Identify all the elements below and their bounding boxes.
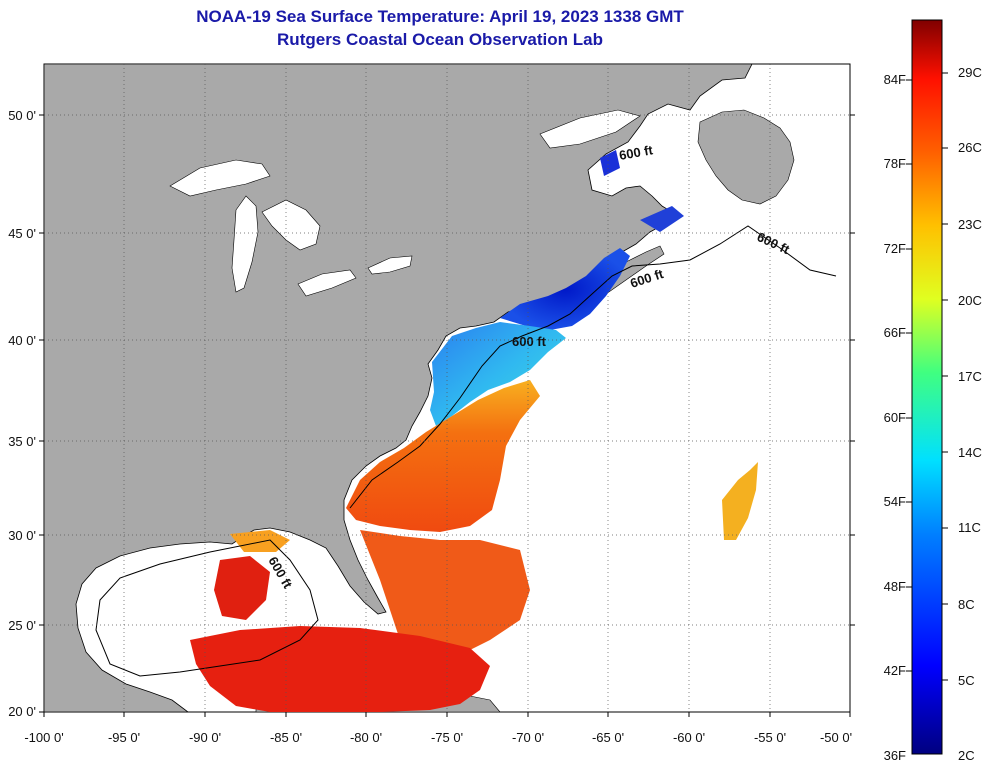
colorbar-c-label: 8C (958, 597, 975, 612)
lon-label: -85 0' (270, 730, 302, 745)
lon-label: -70 0' (512, 730, 544, 745)
lon-label: -75 0' (431, 730, 463, 745)
contour-label: 600 ft (512, 334, 547, 349)
colorbar-c-label: 11C (958, 520, 981, 535)
colorbar-c-label: 20C (958, 293, 982, 308)
colorbar-f-label: 72F (884, 241, 906, 256)
lon-label: -80 0' (350, 730, 382, 745)
isobath-600ft (95, 225, 837, 677)
lat-label: 20 0' (8, 704, 36, 719)
great-lakes (169, 109, 641, 297)
colorbar-f-label: 36F (884, 748, 906, 763)
lat-label: 35 0' (8, 434, 36, 449)
colorbar-f-label: 54F (884, 494, 906, 509)
lon-label: -60 0' (673, 730, 705, 745)
contour-label: 600 ft (618, 142, 655, 163)
lon-label: -55 0' (754, 730, 786, 745)
latitude-labels: 50 0' 45 0' 40 0' 35 0' 30 0' 25 0' 20 0… (8, 108, 36, 719)
colorbar-c-label: 2C (958, 748, 975, 763)
colorbar-c-label: 5C (958, 673, 975, 688)
colorbar-f-label: 48F (884, 579, 906, 594)
map-subtitle: Rutgers Coastal Ocean Observation Lab (277, 30, 603, 49)
lon-label: -100 0' (24, 730, 63, 745)
lon-label: -50 0' (820, 730, 852, 745)
colorbar: 84F 78F 72F 66F 60F 54F 48F 42F 36F 29C … (884, 19, 982, 763)
lat-label: 50 0' (8, 108, 36, 123)
colorbar-f-label: 42F (884, 663, 906, 678)
colorbar-c-label: 29C (958, 65, 982, 80)
lat-label: 40 0' (8, 333, 36, 348)
map-title: NOAA-19 Sea Surface Temperature: April 1… (196, 7, 684, 26)
lat-label: 30 0' (8, 528, 36, 543)
colorbar-f-label: 60F (884, 410, 906, 425)
longitude-labels: -100 0' -95 0' -90 0' -85 0' -80 0' -75 … (24, 730, 852, 745)
lat-label: 25 0' (8, 618, 36, 633)
colorbar-c-label: 23C (958, 217, 982, 232)
lat-label: 45 0' (8, 226, 36, 241)
colorbar-f-label: 66F (884, 325, 906, 340)
lon-label: -90 0' (189, 730, 221, 745)
sst-coverage (190, 150, 758, 712)
colorbar-c-label: 14C (958, 445, 982, 460)
colorbar-f-label: 84F (884, 72, 906, 87)
lon-label: -65 0' (592, 730, 624, 745)
graticule (44, 64, 850, 712)
colorbar-c-label: 17C (958, 369, 982, 384)
lon-label: -95 0' (108, 730, 140, 745)
frame-ticks (39, 114, 855, 717)
colorbar-f-label: 78F (884, 156, 906, 171)
colorbar-c-label: 26C (958, 140, 982, 155)
